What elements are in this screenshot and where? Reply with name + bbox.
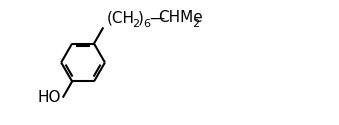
Text: CHMe: CHMe: [158, 10, 203, 26]
Text: 2: 2: [132, 20, 139, 30]
Text: HO: HO: [37, 90, 61, 105]
Text: (CH: (CH: [106, 10, 134, 26]
Text: 6: 6: [143, 20, 150, 30]
Text: —: —: [149, 10, 164, 26]
Text: 2: 2: [192, 20, 199, 30]
Text: ): ): [138, 10, 144, 26]
